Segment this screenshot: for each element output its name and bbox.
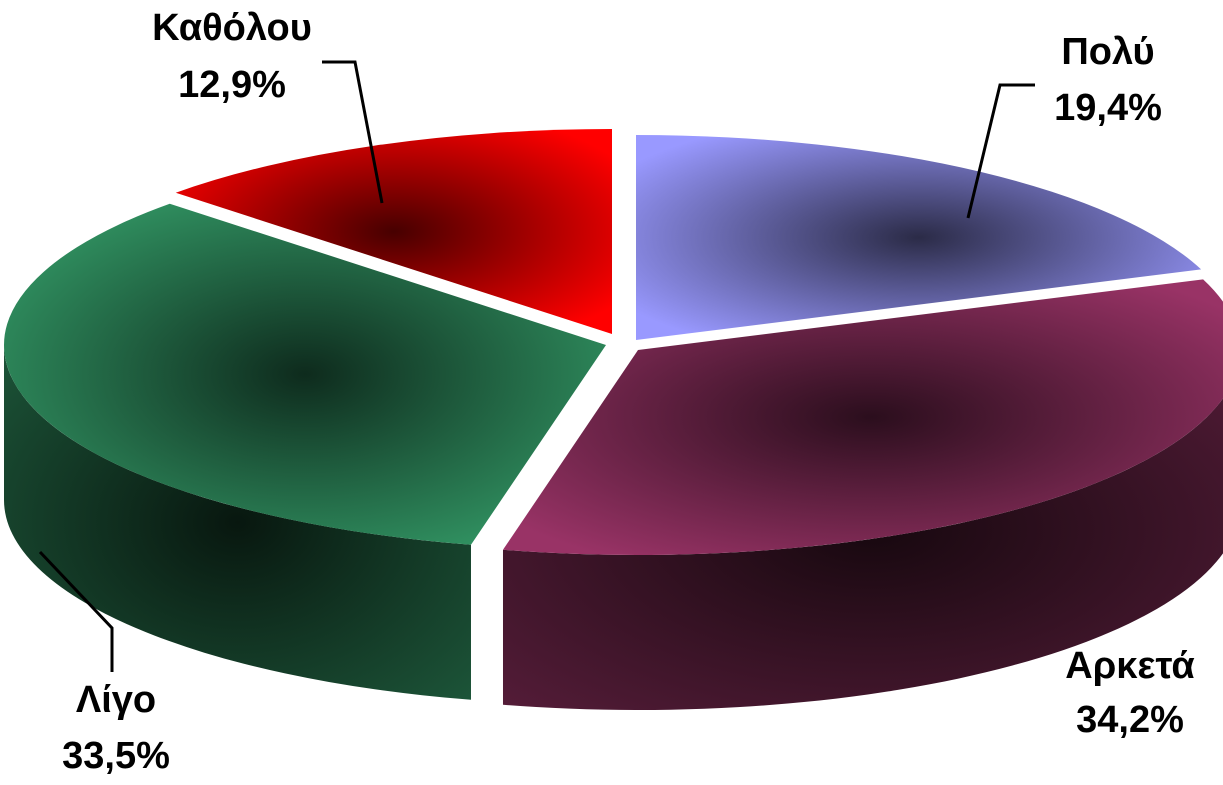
slice-poly [636, 135, 1202, 340]
slice-katholou [175, 129, 612, 334]
leader-line-katholou [322, 60, 384, 204]
slice-ligo [3, 203, 607, 545]
slice-name-poly: Πολύ [1061, 31, 1154, 73]
slice-side-arketa [502, 398, 1223, 710]
slice-value-katholou: 12,9% [178, 64, 286, 106]
slice-name-arketa: Αρκετά [1065, 645, 1194, 687]
slices-layer [3, 129, 1223, 710]
slice-name-katholou: Καθόλου [152, 7, 312, 49]
slice-side-ligo [4, 345, 471, 700]
leader-line-ligo [38, 550, 114, 672]
slice-value-arketa: 34,2% [1076, 699, 1184, 741]
slice-value-ligo: 33,5% [62, 735, 170, 777]
leader-line-poly [966, 83, 1035, 219]
slice-arketa [502, 279, 1223, 555]
slice-value-poly: 19,4% [1054, 87, 1162, 129]
slice-name-ligo: Λίγο [76, 679, 156, 721]
